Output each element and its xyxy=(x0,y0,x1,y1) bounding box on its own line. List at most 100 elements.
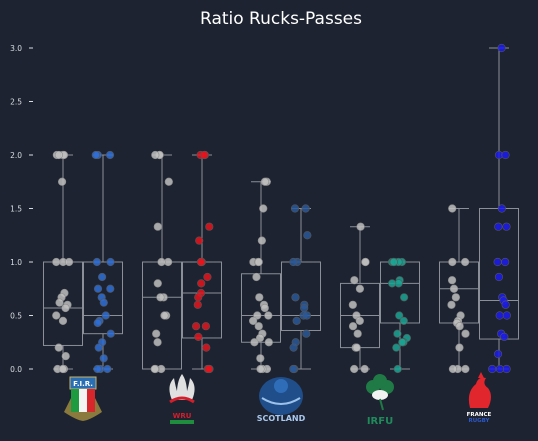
data-point xyxy=(348,322,358,331)
data-point xyxy=(101,311,110,320)
data-point xyxy=(455,322,464,331)
scotland-logo: SCOTLAND xyxy=(257,377,306,423)
data-point xyxy=(58,364,67,374)
data-point xyxy=(393,364,402,374)
data-point xyxy=(447,276,457,285)
data-point xyxy=(497,204,506,213)
data-point xyxy=(260,177,270,186)
data-point xyxy=(348,300,357,309)
shamrock-stem xyxy=(379,398,384,411)
data-point xyxy=(460,257,470,267)
data-point xyxy=(257,236,266,245)
data-point xyxy=(400,293,409,302)
data-point xyxy=(395,311,404,320)
data-point xyxy=(157,257,166,267)
data-point xyxy=(264,311,273,320)
wales-ribbon xyxy=(170,420,194,424)
data-point xyxy=(501,300,510,309)
data-point xyxy=(105,150,115,160)
data-point xyxy=(355,284,365,293)
data-point xyxy=(52,257,61,267)
data-point xyxy=(200,150,209,160)
y-tick-label: 0.0 xyxy=(10,365,22,374)
data-point xyxy=(448,364,458,374)
data-point xyxy=(447,300,456,309)
france-logo-text: FRANCE xyxy=(467,412,492,418)
data-point xyxy=(94,343,103,352)
feather-middle xyxy=(176,374,188,400)
data-point xyxy=(353,329,362,338)
data-point xyxy=(106,257,115,267)
flag-green xyxy=(71,389,79,412)
data-point xyxy=(54,150,64,160)
data-point xyxy=(393,329,402,338)
data-point xyxy=(201,322,210,331)
data-point xyxy=(350,364,359,374)
data-point xyxy=(389,257,398,267)
data-point xyxy=(455,343,464,352)
team-group-wales xyxy=(142,150,222,374)
data-point xyxy=(193,300,202,309)
data-point xyxy=(502,222,511,231)
data-point xyxy=(253,311,262,320)
data-point xyxy=(99,354,108,363)
data-point xyxy=(61,303,70,313)
data-point xyxy=(153,279,162,288)
y-tick-label: 1.5 xyxy=(10,205,22,214)
italy-logo-text: F.I.R. xyxy=(73,380,93,388)
data-point xyxy=(64,257,74,267)
data-point xyxy=(204,364,213,374)
data-point xyxy=(495,364,504,374)
data-point xyxy=(355,316,364,325)
data-point xyxy=(494,222,503,231)
thistle-curve xyxy=(261,397,301,405)
data-point xyxy=(495,311,504,320)
data-point xyxy=(289,364,298,374)
rooster-shape xyxy=(468,377,491,408)
data-point xyxy=(291,293,300,302)
data-point xyxy=(301,204,310,213)
y-tick-label: 2.0 xyxy=(10,151,22,160)
team-group-scotland xyxy=(241,177,321,374)
data-point xyxy=(250,338,259,347)
data-point xyxy=(152,329,161,338)
chart-title: Ratio Rucks-Passes xyxy=(200,9,362,29)
data-point xyxy=(448,204,457,213)
wales-logo-text: WRU xyxy=(173,412,192,420)
box-iqr xyxy=(281,261,321,331)
data-point xyxy=(259,204,268,213)
data-point xyxy=(106,329,115,338)
plot-area xyxy=(43,43,519,374)
data-point xyxy=(300,303,309,313)
thistle-head xyxy=(274,379,288,393)
ireland-logo: IRFU xyxy=(366,374,394,427)
data-point xyxy=(196,257,206,267)
box-iqr xyxy=(83,261,123,335)
data-point xyxy=(153,222,162,231)
data-point xyxy=(249,316,258,325)
data-point xyxy=(54,343,63,352)
team-group-italy xyxy=(43,150,123,374)
data-point xyxy=(203,272,212,282)
data-point xyxy=(55,298,64,307)
data-point xyxy=(461,329,470,338)
data-point xyxy=(388,279,397,288)
france-logo-subtext: RUGBY xyxy=(468,418,490,424)
data-point xyxy=(303,231,312,240)
data-point xyxy=(360,364,369,374)
box-iqr xyxy=(241,273,281,343)
data-point xyxy=(57,177,67,186)
data-point xyxy=(103,364,112,374)
team-group-ireland xyxy=(340,222,420,374)
data-point xyxy=(52,311,61,320)
data-point xyxy=(448,257,457,267)
scotland-logo-text: SCOTLAND xyxy=(257,414,306,423)
data-point xyxy=(192,322,201,331)
data-point xyxy=(461,364,470,374)
flag-white xyxy=(79,389,87,412)
ireland-logo-text: IRFU xyxy=(367,416,393,427)
data-point xyxy=(356,222,365,231)
